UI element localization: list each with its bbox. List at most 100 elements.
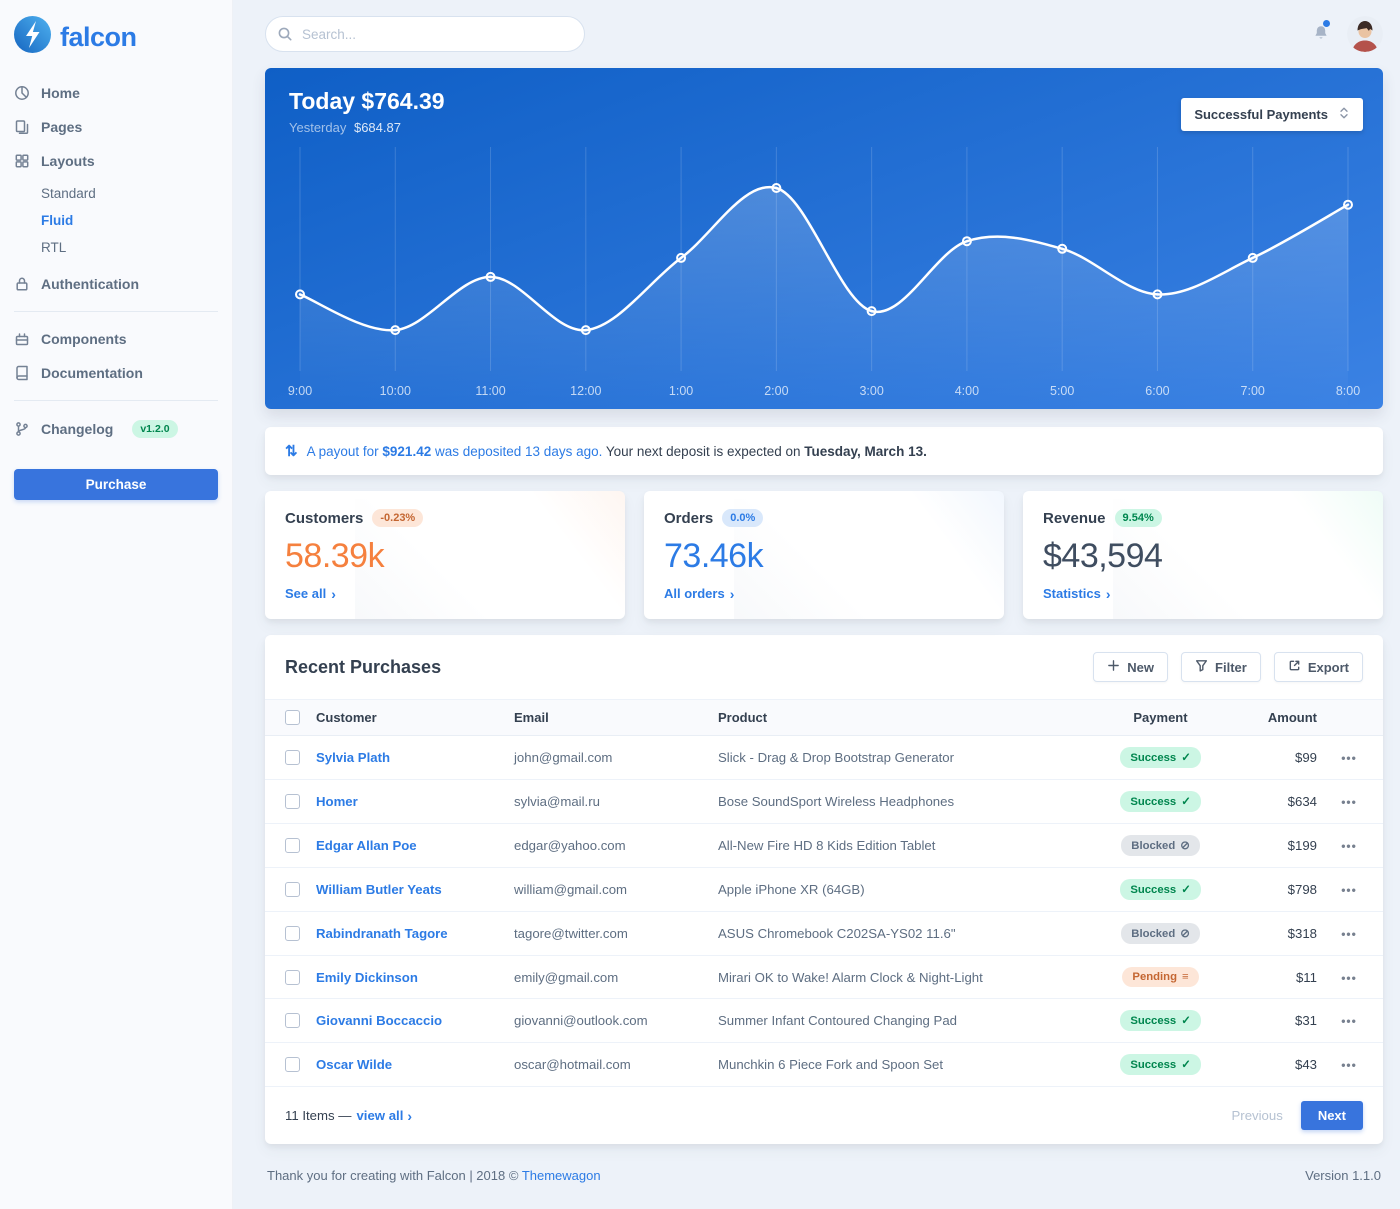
sidebar-item-fluid[interactable]: Fluid: [41, 213, 74, 228]
svg-text:5:00: 5:00: [1050, 384, 1074, 398]
sidebar-item-authentication[interactable]: Authentication: [0, 267, 232, 301]
table-header-row: Customer Email Product Payment Amount: [265, 699, 1383, 736]
filter-button[interactable]: Filter: [1181, 652, 1261, 682]
customer-link[interactable]: Emily Dickinson: [316, 969, 418, 985]
falcon-logo-icon: [14, 16, 51, 58]
row-menu-button[interactable]: •••: [1341, 1014, 1357, 1028]
svg-text:12:00: 12:00: [570, 384, 601, 398]
notification-bell-icon[interactable]: [1311, 20, 1331, 44]
grid-icon: [14, 153, 30, 169]
customers-stat-card: Customers -0.23% 58.39k See all ›: [265, 491, 625, 619]
all-orders-link[interactable]: All orders ›: [664, 585, 735, 602]
chart-title: Today $764.39: [289, 88, 445, 114]
code-branch-icon: [14, 421, 30, 437]
search-input[interactable]: [265, 16, 585, 52]
new-button[interactable]: New: [1093, 652, 1169, 682]
customer-link[interactable]: Sylvia Plath: [316, 750, 391, 765]
row-checkbox[interactable]: [285, 969, 300, 985]
customer-link[interactable]: Homer: [316, 794, 358, 809]
column-header-payment: Payment: [1088, 699, 1233, 736]
previous-page-link[interactable]: Previous: [1231, 1108, 1283, 1123]
chevron-right-icon: ›: [407, 1107, 413, 1124]
svg-text:4:00: 4:00: [955, 384, 979, 398]
column-header-email: Email: [506, 699, 710, 736]
sidebar-divider: [14, 311, 218, 312]
themewagon-link[interactable]: Themewagon: [521, 1168, 601, 1183]
status-icon: ✓: [1181, 752, 1191, 764]
notification-dot: [1323, 20, 1330, 27]
row-checkbox[interactable]: [285, 882, 300, 897]
main-content: Today $764.39 Yesterday $684.87 Successf…: [233, 0, 1400, 1209]
filter-icon: [1195, 659, 1208, 675]
pages-icon: [14, 119, 30, 135]
svg-text:7:00: 7:00: [1241, 384, 1265, 398]
customer-link[interactable]: Oscar Wilde: [316, 1057, 393, 1072]
product-cell: Apple iPhone XR (64GB): [710, 867, 1088, 912]
row-menu-button[interactable]: •••: [1341, 839, 1357, 853]
product-cell: Mirari OK to Wake! Alarm Clock & Night-L…: [710, 955, 1088, 999]
amount-cell: $199: [1233, 823, 1325, 868]
user-avatar[interactable]: [1347, 16, 1383, 52]
chevron-right-icon: ›: [729, 585, 735, 602]
row-checkbox[interactable]: [285, 838, 300, 853]
customer-link[interactable]: Giovanni Boccaccio: [316, 1013, 443, 1028]
orders-stat-card: Orders 0.0% 73.46k All orders ›: [644, 491, 1004, 619]
items-count: 11 Items —: [285, 1108, 352, 1123]
customer-link[interactable]: Edgar Allan Poe: [316, 838, 417, 853]
product-cell: Bose SoundSport Wireless Headphones: [710, 779, 1088, 824]
payments-type-dropdown[interactable]: Successful Payments: [1181, 98, 1363, 131]
components-icon: [14, 331, 30, 347]
statistics-link[interactable]: Statistics ›: [1043, 585, 1111, 602]
search-icon: [277, 26, 293, 42]
exchange-arrows-icon: ⇅: [285, 443, 298, 460]
row-checkbox[interactable]: [285, 1013, 300, 1028]
sidebar-item-rtl[interactable]: RTL: [41, 240, 67, 255]
row-checkbox[interactable]: [285, 794, 300, 809]
row-checkbox[interactable]: [285, 750, 300, 765]
sidebar-item-pages[interactable]: Pages: [0, 110, 232, 144]
customer-link[interactable]: William Butler Yeats: [316, 882, 442, 897]
table-footer: 11 Items — view all › Previous Next: [265, 1087, 1383, 1144]
yesterday-label: Yesterday: [289, 120, 347, 135]
deposit-date: Tuesday, March 13.: [804, 443, 927, 459]
sidebar-item-home[interactable]: Home: [0, 76, 232, 110]
see-all-link[interactable]: See all ›: [285, 585, 336, 602]
payment-status-badge: Success ✓: [1120, 791, 1201, 812]
sidebar-item-components[interactable]: Components: [0, 322, 232, 356]
select-all-checkbox[interactable]: [285, 710, 300, 725]
payout-link[interactable]: A payout for $921.42 was deposited 13 da…: [306, 443, 603, 459]
row-menu-button[interactable]: •••: [1341, 970, 1357, 985]
row-checkbox[interactable]: [285, 1057, 300, 1072]
row-checkbox[interactable]: [285, 926, 300, 941]
status-icon: ⊘: [1180, 840, 1190, 852]
sidebar-item-layouts[interactable]: Layouts: [0, 144, 232, 178]
row-menu-button[interactable]: •••: [1341, 751, 1357, 765]
sidebar-item-documentation[interactable]: Documentation: [0, 356, 232, 390]
row-menu-button[interactable]: •••: [1341, 1058, 1357, 1072]
brand-logo[interactable]: falcon: [0, 14, 232, 76]
page-footer: Thank you for creating with Falcon | 201…: [265, 1144, 1383, 1209]
email-cell: giovanni@outlook.com: [506, 998, 710, 1043]
footer-version: Version 1.1.0: [1305, 1168, 1381, 1183]
version-badge: v1.2.0: [132, 420, 178, 438]
stat-title: Revenue: [1043, 509, 1106, 527]
export-button[interactable]: Export: [1273, 652, 1363, 682]
payout-text: A payout for $921.42 was deposited 13 da…: [307, 444, 927, 459]
sidebar-item-changelog[interactable]: Changelog v1.2.0: [0, 411, 232, 447]
chevron-right-icon: ›: [331, 585, 336, 602]
next-page-button[interactable]: Next: [1300, 1101, 1363, 1130]
purchase-button[interactable]: Purchase: [14, 469, 218, 500]
sidebar-nav: Home Pages Layouts Standard Fluid RTL: [0, 76, 232, 447]
stat-value: 58.39k: [285, 537, 385, 575]
sidebar-item-standard[interactable]: Standard: [41, 186, 96, 201]
view-all-link[interactable]: view all ›: [356, 1107, 413, 1124]
table-row: Emily Dickinson emily@gmail.com Mirari O…: [265, 955, 1383, 999]
amount-cell: $11: [1233, 955, 1325, 999]
svg-text:2:00: 2:00: [764, 384, 788, 398]
row-menu-button[interactable]: •••: [1341, 927, 1357, 941]
row-menu-button[interactable]: •••: [1341, 883, 1357, 897]
row-menu-button[interactable]: •••: [1341, 795, 1357, 809]
chevron-right-icon: ›: [1105, 585, 1111, 602]
customer-link[interactable]: Rabindranath Tagore: [316, 926, 448, 941]
